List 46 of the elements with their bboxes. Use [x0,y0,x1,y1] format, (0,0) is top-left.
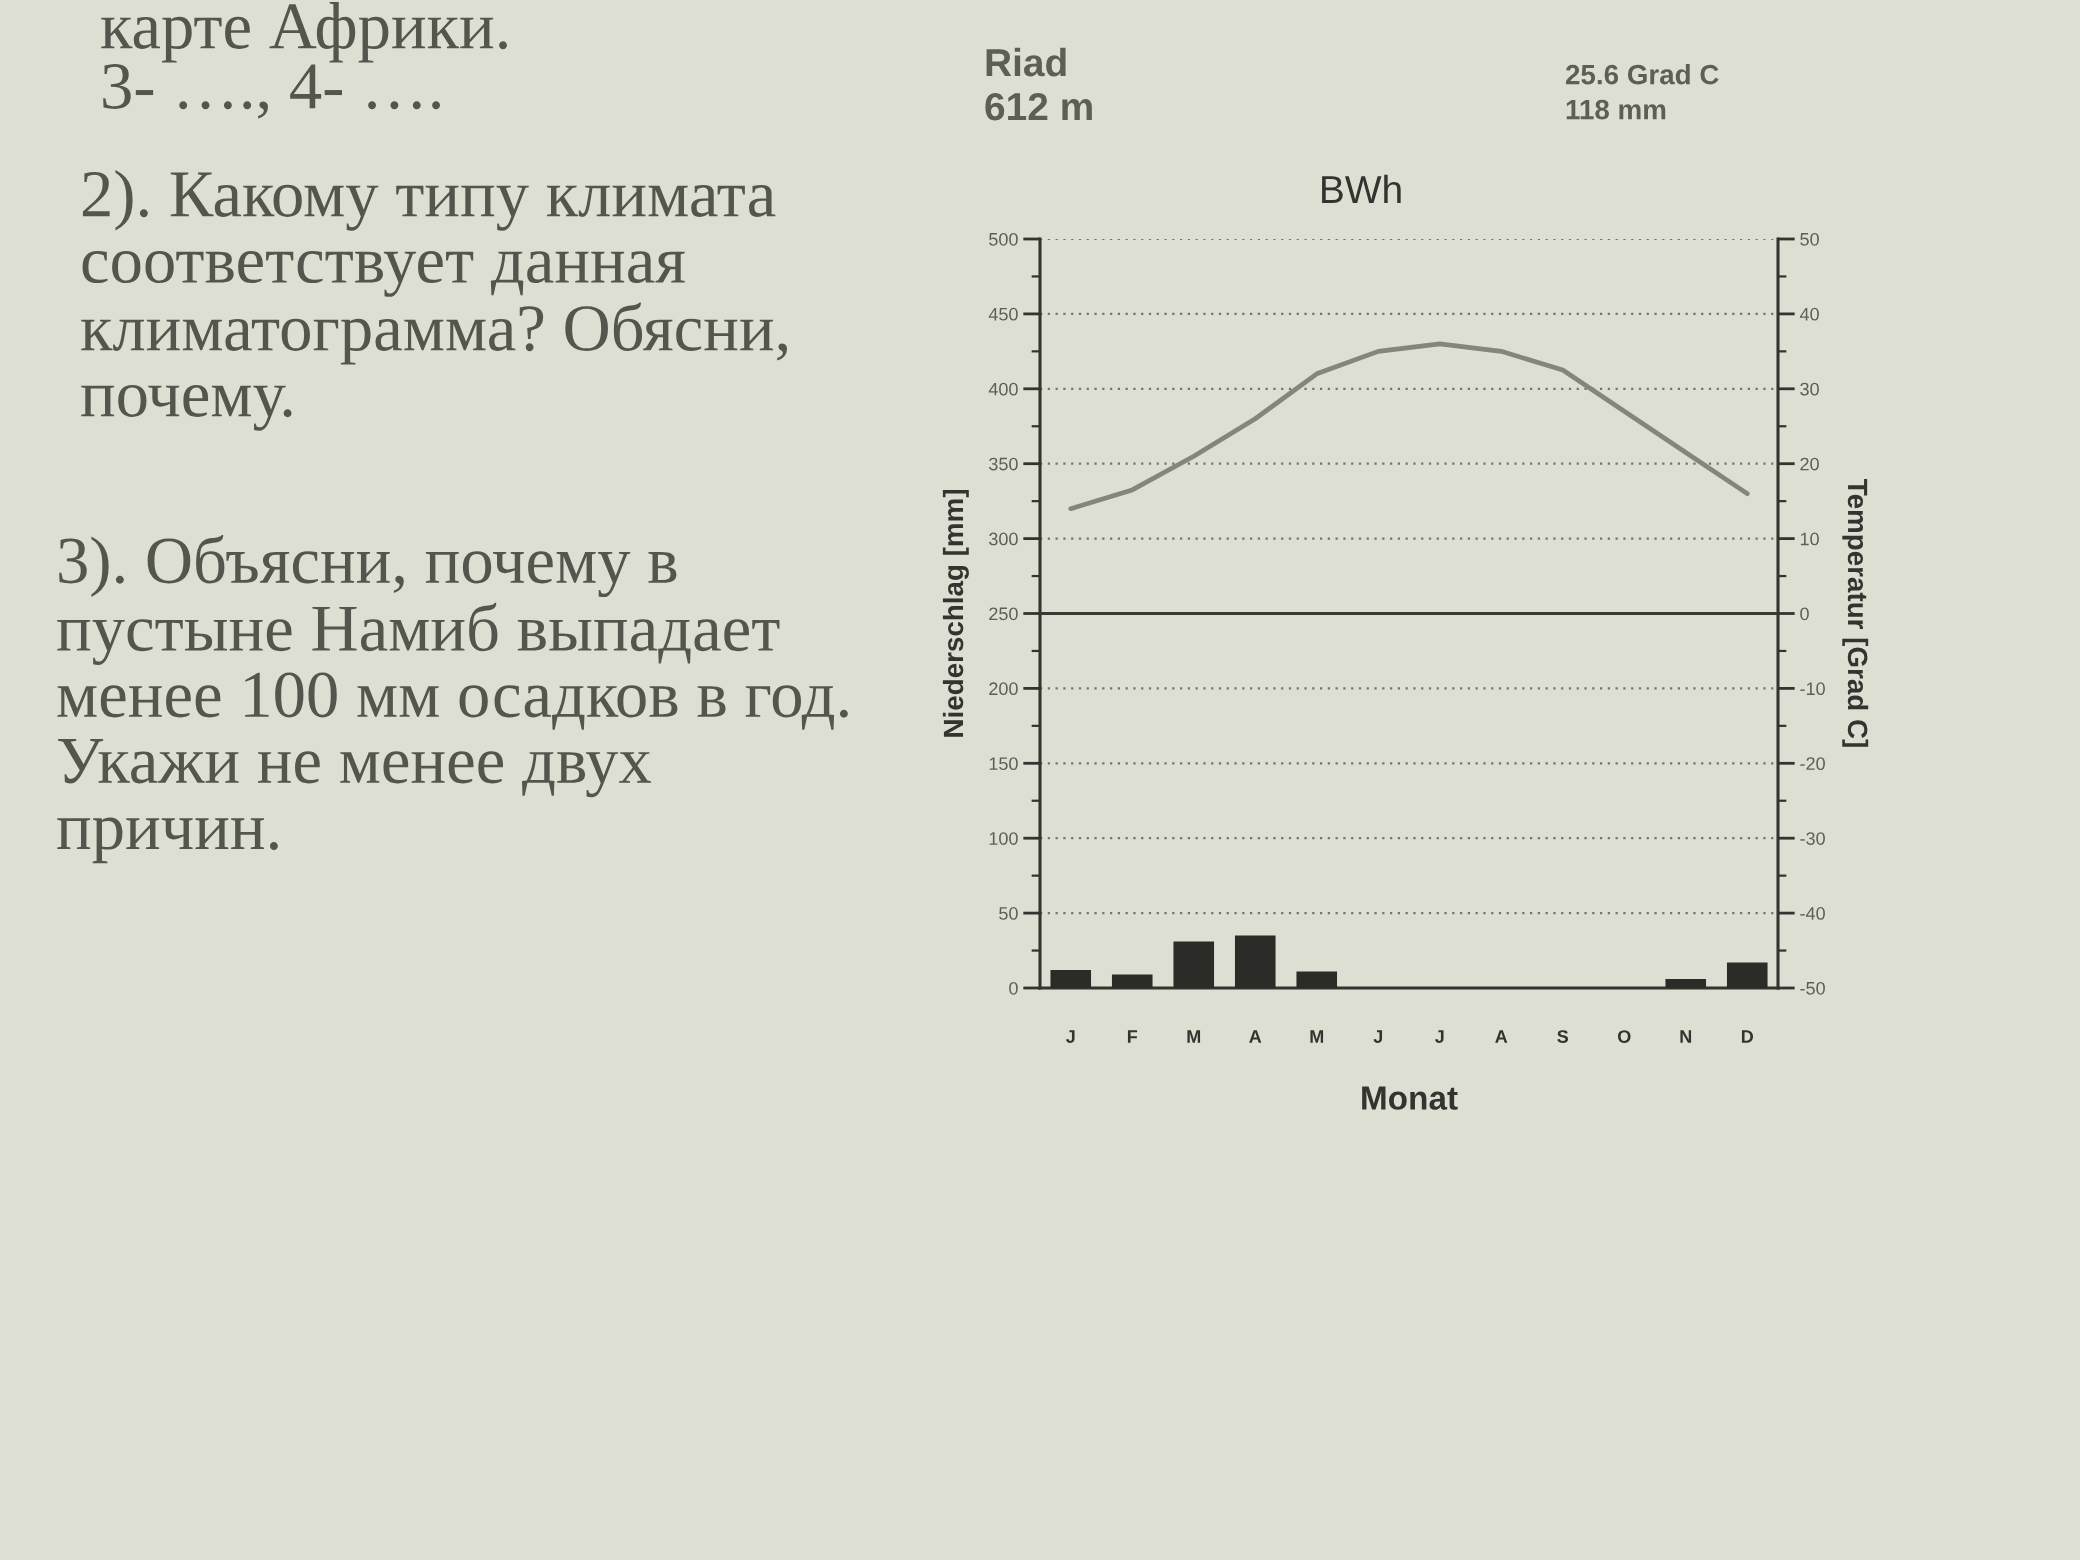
text: 2). Какому типу климата соответствует данная климатограмма? Обясни, почему. [81,170,788,431]
x-tick-label: M [1187,1030,1201,1043]
text: 3). Объясни, почему в пустыне Намиб выпадает менее 100 мм осадков в год. Укажи не менее двух причин. [57,535,848,864]
x-tick-label: J [1373,1030,1383,1043]
y2-tick-label: -20 [1800,757,1825,771]
text: 118 mm [1566,99,1666,120]
y2-tick-label: 20 [1800,457,1819,471]
x-tick-label: N [1680,1030,1692,1043]
y-axis-title: Niederschlag [mm] [942,490,969,737]
x-tick-label: O [1617,1030,1631,1043]
y2-tick-label: 30 [1800,382,1819,396]
text: Riad [986,47,1066,77]
chart-title: BWh [1322,174,1401,203]
x-tick-label: D [1741,1030,1754,1043]
y-tick-label: 200 [989,682,1018,696]
y2-tick-label: 10 [1800,532,1819,546]
y-tick-label: 300 [989,532,1018,546]
y2-tick-label: -10 [1800,682,1825,696]
text: 25.6 Grad C [1565,64,1719,85]
y-tick-label: 100 [989,832,1018,845]
text: 3- …., 4- …. [103,64,441,119]
y-tick-label: 50 [999,907,1018,920]
x-tick-label: J [1066,1030,1075,1043]
y2-tick-label: 0 [1800,607,1809,621]
y-tick-label: 350 [989,457,1018,471]
text: 612 m [985,92,1092,121]
x-axis-title: Monat [1362,1086,1458,1110]
y2-tick-label: -30 [1800,832,1825,845]
y2-tick-label: -40 [1800,907,1825,920]
y2-tick-label: 50 [1800,232,1819,246]
y-tick-label: 150 [989,757,1018,771]
x-tick-label: J [1435,1030,1444,1043]
y-tick-label: 400 [988,382,1018,396]
y-tick-label: 500 [989,232,1018,246]
text: карте Африки. [101,2,507,63]
y-tick-label: 450 [988,307,1018,321]
x-tick-label: A [1249,1030,1262,1043]
x-tick-label: F [1127,1030,1138,1043]
x-tick-label: A [1495,1030,1508,1043]
y2-axis-title: Temperatur [Grad C] [1842,479,1869,747]
x-tick-label: S [1557,1030,1569,1043]
y2-tick-label: 40 [1799,307,1819,321]
x-tick-label: M [1310,1030,1324,1043]
y-tick-label: 0 [1009,981,1018,995]
y-tick-label: 250 [989,607,1018,621]
y2-tick-label: -50 [1800,981,1825,995]
